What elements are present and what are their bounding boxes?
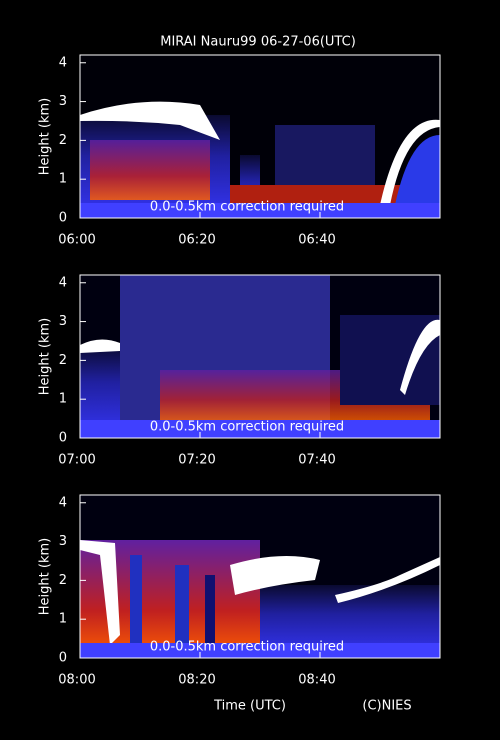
annotation: 0.0-0.5km correction required	[150, 420, 344, 435]
image-region	[230, 185, 410, 205]
x-tick-label: 07:00	[58, 453, 95, 468]
x-tick-label: 06:20	[178, 233, 215, 248]
x-tick-label: 07:40	[298, 453, 335, 468]
y-tick-label: 4	[59, 55, 67, 70]
x-tick-label: 06:40	[298, 233, 335, 248]
cloud	[230, 556, 320, 595]
y-tick-label: 1	[59, 392, 67, 407]
cloud	[80, 540, 120, 645]
x-axis-label: Time (UTC)	[213, 699, 286, 714]
cloud	[380, 119, 440, 205]
image-region	[395, 135, 440, 205]
cloud	[400, 319, 440, 395]
y-tick-label: 4	[59, 495, 67, 510]
y-axis-label: Height (km)	[38, 98, 53, 175]
chart-title: MIRAI Nauru99 06-27-06(UTC)	[160, 35, 356, 50]
image-region	[205, 575, 215, 655]
y-tick-label: 4	[59, 275, 67, 290]
image-region	[80, 420, 440, 438]
y-axis-label: Height (km)	[38, 538, 53, 615]
y-tick-label: 0	[59, 651, 67, 666]
y-tick-label: 2	[59, 573, 67, 588]
y-tick-label: 3	[59, 314, 67, 329]
cloud	[335, 557, 440, 603]
backscatter-image	[80, 275, 440, 438]
x-tick-label: 07:20	[178, 453, 215, 468]
y-tick-label: 1	[59, 612, 67, 627]
x-tick-label: 08:20	[178, 673, 215, 688]
image-region	[80, 643, 440, 658]
y-axis-label: Height (km)	[38, 318, 53, 395]
plot-frame	[79, 494, 441, 659]
annotation: 0.0-0.5km correction required	[150, 640, 344, 655]
y-tick-label: 2	[59, 353, 67, 368]
x-tick-label: 08:40	[298, 673, 335, 688]
y-tick-label: 3	[59, 534, 67, 549]
credit: (C)NIES	[362, 699, 411, 714]
image-region	[130, 555, 142, 655]
y-tick-label: 0	[59, 211, 67, 226]
y-tick-label: 1	[59, 172, 67, 187]
annotation: 0.0-0.5km correction required	[150, 200, 344, 215]
y-tick-label: 2	[59, 133, 67, 148]
backscatter-image	[80, 495, 440, 658]
x-tick-label: 08:00	[58, 673, 95, 688]
x-tick-label: 06:00	[58, 233, 95, 248]
image-region	[90, 140, 210, 200]
plot-frame	[79, 274, 441, 439]
y-tick-label: 0	[59, 431, 67, 446]
plot-frame	[79, 54, 441, 219]
cloud	[80, 339, 120, 353]
backscatter-image	[80, 55, 440, 218]
image-region	[175, 565, 189, 655]
image-region	[80, 203, 440, 218]
y-tick-label: 3	[59, 94, 67, 109]
cloud	[80, 101, 220, 140]
